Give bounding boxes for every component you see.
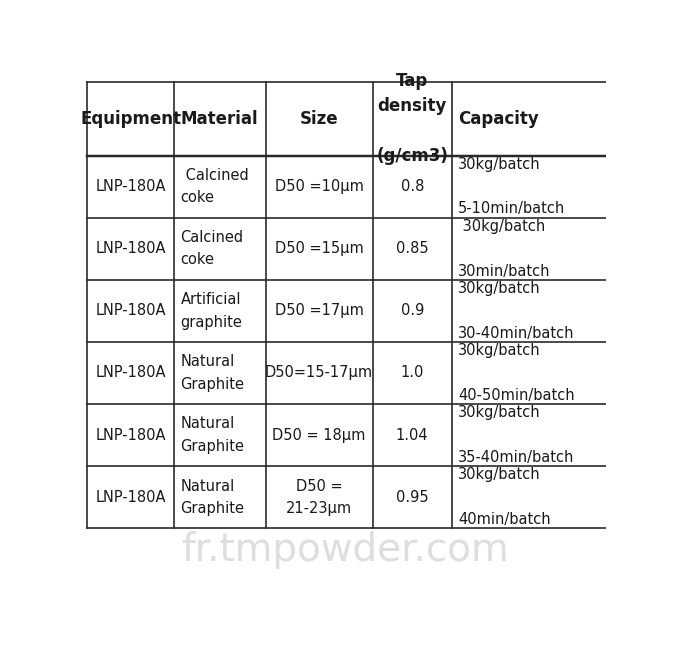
- Text: D50 =17μm: D50 =17μm: [275, 303, 363, 319]
- Text: Natural
Graphite: Natural Graphite: [180, 416, 244, 453]
- Text: LNP-180A: LNP-180A: [96, 303, 166, 319]
- Text: Calcined
coke: Calcined coke: [180, 168, 248, 206]
- Text: LNP-180A: LNP-180A: [96, 241, 166, 256]
- Text: D50=15-17μm: D50=15-17μm: [265, 366, 373, 381]
- Text: D50 =10μm: D50 =10μm: [275, 179, 363, 194]
- Text: Tap
density

(g/cm3): Tap density (g/cm3): [376, 72, 448, 165]
- Text: 1.04: 1.04: [396, 428, 429, 443]
- Text: Material: Material: [180, 110, 258, 128]
- Text: Natural
Graphite: Natural Graphite: [180, 354, 244, 391]
- Text: Size: Size: [299, 110, 339, 128]
- Text: 30kg/batch

40-50min/batch: 30kg/batch 40-50min/batch: [458, 343, 575, 403]
- Text: Calcined
coke: Calcined coke: [180, 230, 244, 268]
- Text: 30kg/batch

30min/batch: 30kg/batch 30min/batch: [458, 219, 551, 278]
- Text: 0.9: 0.9: [400, 303, 424, 319]
- Text: LNP-180A: LNP-180A: [96, 428, 166, 443]
- Text: 0.8: 0.8: [400, 179, 424, 194]
- Text: 0.95: 0.95: [396, 490, 429, 505]
- Text: 30kg/batch

30-40min/batch: 30kg/batch 30-40min/batch: [458, 281, 575, 340]
- Text: D50 = 18μm: D50 = 18μm: [273, 428, 366, 443]
- Text: 30kg/batch

40min/batch: 30kg/batch 40min/batch: [458, 467, 551, 527]
- Text: D50 =
21-23μm: D50 = 21-23μm: [286, 479, 352, 516]
- Text: LNP-180A: LNP-180A: [96, 366, 166, 381]
- Text: Artificial
graphite: Artificial graphite: [180, 292, 242, 329]
- Text: LNP-180A: LNP-180A: [96, 490, 166, 505]
- Text: Capacity: Capacity: [458, 110, 539, 128]
- Text: 1.0: 1.0: [400, 366, 424, 381]
- Text: fr.tmpowder.com: fr.tmpowder.com: [181, 531, 509, 569]
- Text: LNP-180A: LNP-180A: [96, 179, 166, 194]
- Text: 0.85: 0.85: [396, 241, 429, 256]
- Text: Equipment: Equipment: [80, 110, 181, 128]
- Text: 30kg/batch

35-40min/batch: 30kg/batch 35-40min/batch: [458, 405, 575, 465]
- Text: D50 =15μm: D50 =15μm: [275, 241, 363, 256]
- Text: Natural
Graphite: Natural Graphite: [180, 479, 244, 516]
- Text: 30kg/batch

5-10min/batch: 30kg/batch 5-10min/batch: [458, 157, 565, 216]
